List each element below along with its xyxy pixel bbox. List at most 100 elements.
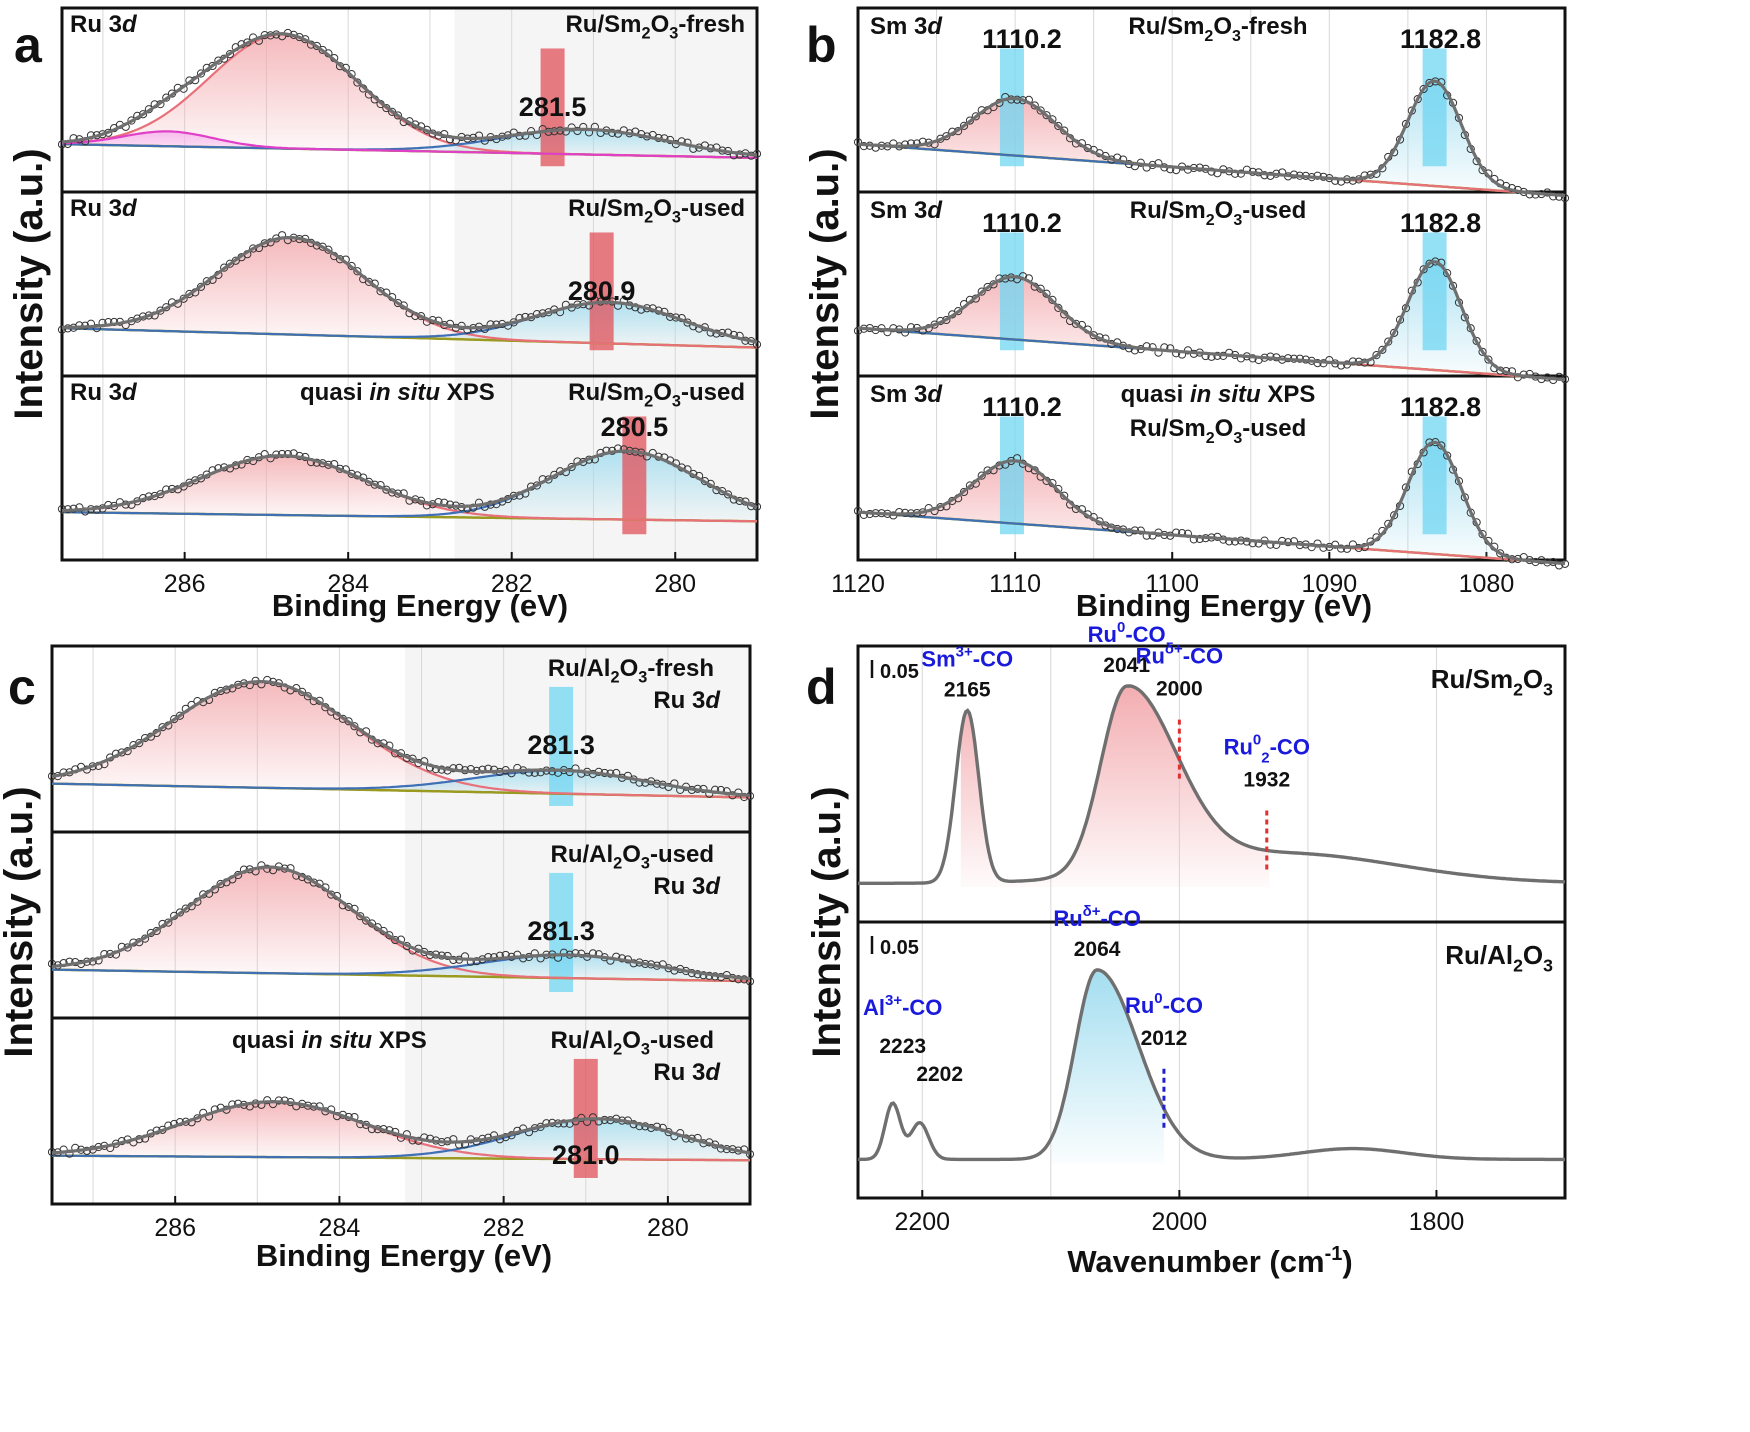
data-point (1342, 544, 1352, 553)
component-fill-red (858, 276, 1565, 380)
element-label: Sm 3d (870, 197, 943, 224)
x-tick-label-text: 1100 (1145, 570, 1199, 598)
species-label-suffix: -CO (1183, 644, 1223, 669)
species-label-suffix: -CO (973, 646, 1013, 671)
x-axis-label-sup: -1 (1325, 1243, 1343, 1265)
species-label: Ruδ+-CO (1053, 903, 1141, 931)
component-fill-blue (858, 81, 1565, 196)
species-label-sup: 3+ (956, 643, 973, 660)
y-axis-label-text: Intensity (a.u.) (803, 148, 847, 419)
peak-label-text: 1182.8 (1400, 208, 1481, 238)
subplot-3: Ru 3d Ru/Sm2O3-used quasi in situ XPS 280.5 (57, 379, 762, 535)
envelope-fit (857, 260, 1566, 382)
sample-label-sub: 2 (1513, 679, 1523, 699)
x-axis-label: Binding Energy (eV) (272, 588, 568, 623)
sample-label-part: Ru/Sm (565, 11, 641, 38)
data-point (208, 61, 217, 71)
x-axis-label-text: Binding Energy (eV) (256, 1238, 552, 1273)
sample-label-sub: 2 (641, 25, 650, 43)
peak-label-text: 1110.2 (982, 208, 1062, 238)
axes-frame (856, 6, 1567, 562)
wavenumber-label: 2165 (944, 678, 991, 701)
component-fill-blue (52, 770, 750, 798)
position-band (999, 232, 1024, 351)
element-label-orbital: d (927, 381, 943, 408)
sample-label: Ru/Al2O3-used (550, 1027, 714, 1059)
position-band (549, 686, 574, 806)
position-band (540, 48, 565, 167)
element-label-orbital: d (122, 379, 138, 406)
peak-label: 1182.8 (1400, 208, 1481, 238)
wavenumber-label: 2000 (1156, 678, 1203, 701)
sample-label-part: O (653, 379, 672, 406)
x-tick-label: 1100 (1145, 570, 1199, 598)
data-point (602, 296, 611, 305)
data-point (965, 481, 975, 490)
species-label-sup: 0 (1154, 990, 1162, 1007)
data-point (745, 1150, 755, 1159)
data-point (1413, 94, 1422, 104)
sample-label-part: O (653, 195, 672, 222)
data-point (1060, 126, 1069, 135)
data-point (1425, 259, 1434, 268)
method-note-part: quasi (232, 1027, 301, 1054)
panel-letter-text: c (8, 659, 36, 715)
sample-label-part: Ru/Al (548, 655, 611, 682)
x-tick-label: 284 (327, 570, 369, 598)
x-tick-label-text: 282 (483, 1214, 525, 1242)
sample-label-sub: 2 (613, 855, 622, 873)
data-point (1425, 78, 1434, 88)
species-label-sup: 3+ (885, 992, 902, 1009)
data-point (181, 904, 190, 913)
x-axis-label-text: Wavenumber (cm (1067, 1244, 1324, 1279)
peak-label: 281.0 (552, 1140, 620, 1170)
data-point (561, 127, 570, 136)
element-label-text: Ru 3 (653, 1059, 705, 1086)
species-label: Ru0-CO (1125, 990, 1203, 1018)
element-label-orbital: d (927, 197, 943, 224)
subplot-3: Sm 3d 1110.2 1182.8 quasi in situ XPS Ru/Sm2… (853, 381, 1570, 570)
method-note-italic: in situ (301, 1027, 372, 1054)
x-tick-label-text: 1800 (1409, 1208, 1465, 1236)
peak-label-text: 281.5 (519, 92, 587, 122)
sample-label-sub: 2 (644, 393, 653, 411)
element-label: Ru 3d (70, 379, 138, 406)
peak-label-text: 281.3 (527, 916, 595, 946)
species-label-suffix: -CO (1163, 993, 1203, 1018)
data-point (889, 324, 898, 333)
species-label: Ruδ+-CO (1136, 641, 1224, 669)
y-axis-label-text: Intensity (a.u.) (7, 148, 51, 419)
sample-label-sub: 3 (672, 393, 681, 411)
component-fill-red (62, 237, 757, 348)
data-point (185, 289, 194, 299)
x-tick-label-text: 1110 (989, 570, 1041, 598)
panel-b: 1120 1110 1100 1090 1080 Binding Energy (eV) I… (803, 6, 1570, 623)
sample-label-part: XPS (1261, 381, 1316, 408)
sample-label-sub: 2 (1206, 430, 1215, 447)
wavenumber-label-text: 1932 (1243, 768, 1290, 791)
peak-fill (960, 685, 1270, 888)
axes-frame (60, 6, 759, 562)
element-label-text: Sm 3 (870, 13, 927, 40)
peak-label: 281.5 (519, 92, 587, 122)
data-point (567, 123, 576, 132)
panel-letter: b (806, 17, 837, 73)
component-fill-red (52, 867, 750, 982)
sample-label: Ru/Sm2O3-used (1130, 197, 1307, 229)
sample-label-part: O (622, 841, 641, 868)
component-fill-red (858, 98, 1565, 196)
species-label-suffix: -CO (1101, 906, 1141, 931)
x-axis-label-text: Binding Energy (eV) (272, 588, 568, 623)
data-point (277, 449, 287, 459)
species-label-suffix: -CO (1125, 622, 1165, 647)
sample-label-part: Ru/Al (550, 841, 613, 868)
element-label-text: Ru 3 (70, 379, 122, 406)
x-tick-label-text: 280 (647, 1214, 689, 1242)
element-label-text: Ru 3 (70, 195, 122, 222)
panel-c: 286 284 282 280 Binding Energy (eV) Intensity… (0, 644, 755, 1273)
sample-label-sub: 3 (638, 669, 647, 687)
peak-label-text: 1182.8 (1400, 24, 1481, 54)
species-label-sup: 0 (1253, 731, 1261, 748)
